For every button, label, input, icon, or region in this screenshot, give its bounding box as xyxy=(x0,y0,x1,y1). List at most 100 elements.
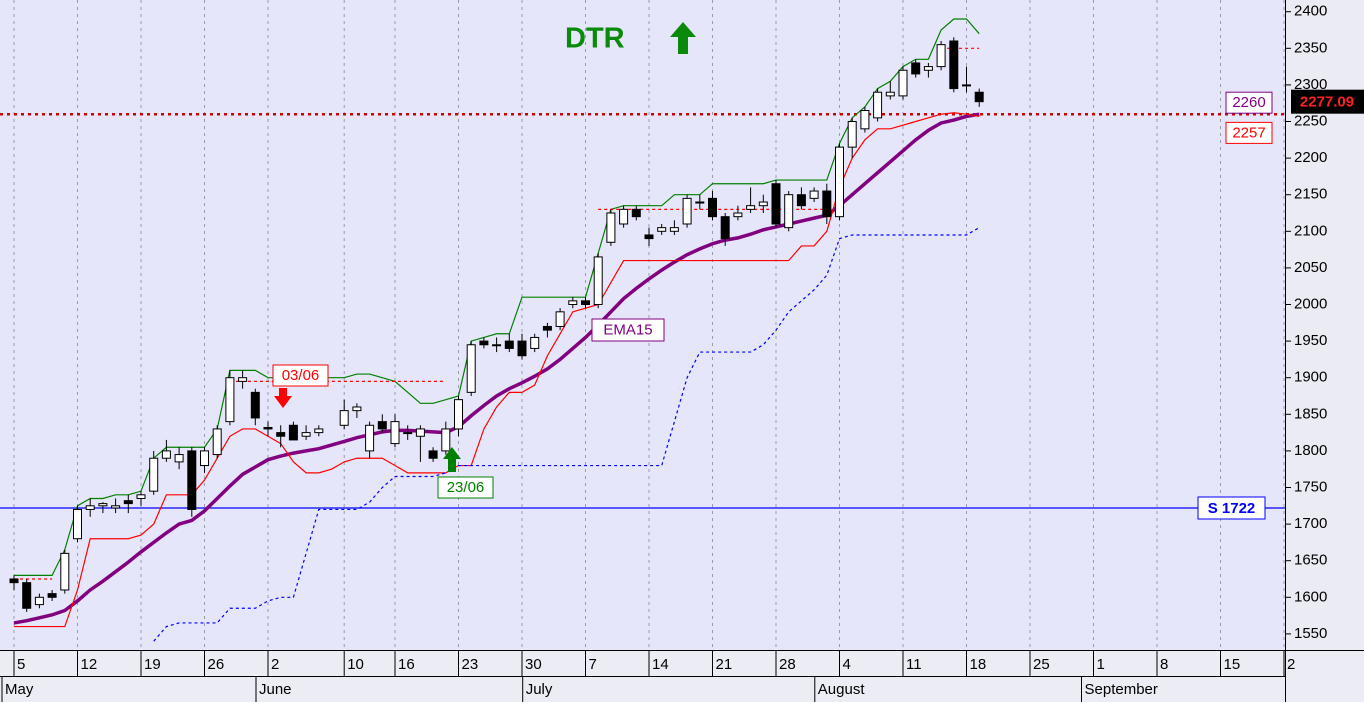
candle-body xyxy=(136,494,146,499)
candle-body xyxy=(542,325,552,331)
candle-body xyxy=(73,508,82,540)
value-label-box xyxy=(1225,91,1273,114)
candle-body xyxy=(504,340,514,349)
x-tick-label: 11 xyxy=(906,656,922,673)
candle-body xyxy=(415,428,425,437)
plot xyxy=(0,18,1285,642)
candle-body xyxy=(911,62,921,75)
month-label: July xyxy=(526,681,553,698)
y-tick-label: 2150 xyxy=(1294,186,1327,203)
candle-body xyxy=(479,340,489,346)
annotation-box xyxy=(272,364,329,387)
y-tick-label: 2000 xyxy=(1294,295,1327,312)
annotation-box xyxy=(437,476,494,499)
buy-arrow xyxy=(443,447,461,472)
indicator-line xyxy=(14,47,980,580)
level-label: S 1722 xyxy=(1208,500,1256,517)
month-label: May xyxy=(5,681,34,698)
y-tick-label: 2100 xyxy=(1294,222,1327,239)
x-tick-label: 14 xyxy=(652,656,669,673)
y-tick-label: 2050 xyxy=(1294,259,1327,276)
x-tick-label: 26 xyxy=(208,656,225,673)
x-tick-label: 4 xyxy=(843,656,851,673)
x-tick-label: 23 xyxy=(462,656,479,673)
candle-body xyxy=(606,212,616,243)
candle-body xyxy=(720,216,730,240)
candle-body xyxy=(771,183,781,225)
x-tick-label: 15 xyxy=(1224,656,1241,673)
candle-body xyxy=(631,208,641,218)
month-label: August xyxy=(818,681,866,698)
candle-body xyxy=(85,505,95,510)
y-tick-label: 1550 xyxy=(1294,625,1327,642)
candle-body xyxy=(187,450,197,510)
candle-body xyxy=(860,110,870,130)
candle-body xyxy=(708,197,717,218)
last-price-box xyxy=(1291,89,1364,114)
candle-body xyxy=(898,69,908,97)
candle-body xyxy=(746,205,756,210)
candle-body xyxy=(466,344,476,393)
candle-body xyxy=(34,596,44,606)
x-tick-label: 7 xyxy=(589,656,597,673)
candle-body xyxy=(238,377,248,382)
candle-body xyxy=(174,454,184,463)
x-tick-label: 16 xyxy=(398,656,415,673)
candle-body xyxy=(784,194,794,229)
y-tick-label: 2200 xyxy=(1294,149,1327,166)
annotation: 23/06 xyxy=(447,479,485,496)
candle-body xyxy=(225,377,235,423)
candle-body xyxy=(669,227,679,232)
candle-body xyxy=(377,421,387,430)
candle-body xyxy=(250,391,260,419)
y-tick-label: 1950 xyxy=(1294,332,1327,349)
value-label-box xyxy=(1225,121,1273,144)
candle-body xyxy=(288,424,298,441)
y-tick-label: 1650 xyxy=(1294,552,1327,569)
y-tick-label: 1750 xyxy=(1294,478,1327,495)
candle-body xyxy=(530,336,540,349)
value-label: 2260 xyxy=(1232,94,1265,111)
candle-body xyxy=(200,450,209,467)
x-tick-label: 1 xyxy=(1097,656,1105,673)
series-label-box xyxy=(591,318,665,342)
candle-body xyxy=(962,84,971,87)
y-tick-label: 1700 xyxy=(1294,515,1327,532)
candle-body xyxy=(923,66,933,71)
candle-body xyxy=(9,578,19,584)
annotation: 03/06 xyxy=(282,367,320,384)
x-tick-label: 30 xyxy=(525,656,542,673)
candle-body xyxy=(619,208,629,225)
candle-body xyxy=(390,421,400,445)
candle-body xyxy=(111,505,121,509)
candle-body xyxy=(758,201,768,207)
x-tick-label: 2 xyxy=(271,656,279,673)
candle-body xyxy=(60,552,70,591)
candle-body xyxy=(47,593,57,598)
x-tick-label: 21 xyxy=(716,656,733,673)
indicator-line xyxy=(14,112,980,628)
y-tick-label: 2350 xyxy=(1294,39,1327,56)
value-label: 2257 xyxy=(1232,124,1265,141)
x-tick-label: 2 xyxy=(1287,656,1295,673)
candle-body xyxy=(517,340,527,357)
level-label-box xyxy=(1197,496,1266,520)
candle-body xyxy=(161,450,171,459)
x-tick-label: 5 xyxy=(17,656,25,673)
candle-body xyxy=(123,500,133,505)
indicator-line xyxy=(13,112,980,625)
axes: 1550 1600 1650 1700 1750 1800 1850 1900 1950 2000… xyxy=(1,3,1327,702)
candle-body xyxy=(276,432,286,437)
y-tick-label: 1800 xyxy=(1294,442,1327,459)
last-price: 2277.09 xyxy=(1300,94,1354,111)
month-label: June xyxy=(259,681,292,698)
candle-body xyxy=(847,121,857,148)
candle-body xyxy=(873,91,883,119)
candle-body xyxy=(339,410,349,426)
candle-body xyxy=(835,146,844,218)
candle-body xyxy=(809,190,819,199)
month-label: September xyxy=(1085,681,1158,698)
x-tick-label: 28 xyxy=(779,656,796,673)
candle-body xyxy=(822,190,832,218)
